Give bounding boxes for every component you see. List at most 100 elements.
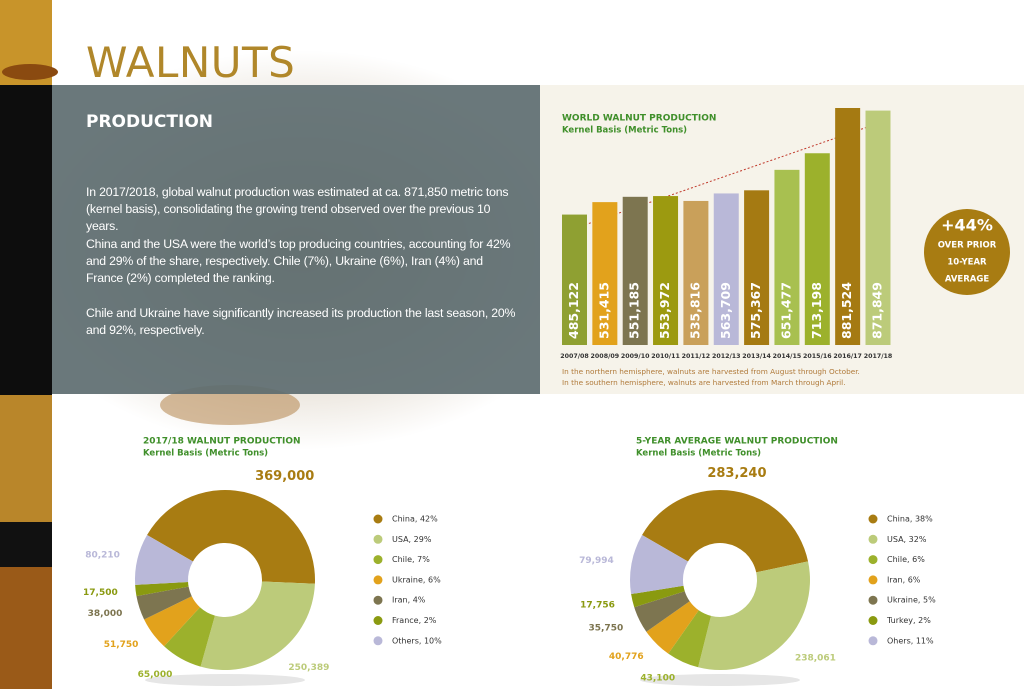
badge [924,209,1010,295]
bar [622,196,648,345]
slice-value-label: 51,750 [104,640,139,650]
side-strip [0,522,52,567]
slice [634,591,690,632]
bar [804,153,830,345]
bar-value-label: 553,972 [657,282,672,339]
page-title: WALNUTS [86,38,296,87]
slice-value-label: 17,756 [580,600,615,610]
legend-label: USA, 32% [887,535,927,544]
legend-swatch [868,534,878,544]
bar [592,202,618,345]
slice-value-label: 283,240 [707,466,766,481]
slice-value-label: 43,100 [640,674,675,684]
bar [774,169,800,345]
bar-value-label: 881,524 [839,282,854,339]
bar-value-label: 871,849 [870,282,885,339]
chart-subtitle: Kernel Basis (Metric Tons) [562,126,687,136]
side-strip [2,64,58,80]
bar [653,196,679,345]
legend-swatch [868,514,878,524]
legend-label: China, 38% [887,515,933,524]
legend-label: Chile, 7% [392,555,430,564]
legend-label: Ukraine, 5% [887,596,936,605]
slice-value-label: 238,061 [795,653,836,663]
slice [668,610,712,668]
legend-swatch [373,534,383,544]
shadow [640,674,800,686]
slice [136,586,192,620]
x-tick-label: 2014/15 [773,353,802,360]
bar-value-label: 551,185 [627,282,642,339]
slice [642,490,809,573]
chart-title: 5-YEAR AVERAGE WALNUT PRODUCTION [636,437,838,447]
legend-swatch [373,575,383,585]
x-tick-label: 2007/08 [560,353,589,360]
slice-value-label: 79,994 [579,556,614,566]
x-tick-label: 2011/12 [682,353,711,360]
side-strip [0,85,52,395]
x-tick-label: 2009/10 [621,353,650,360]
chart-title: 2017/18 WALNUT PRODUCTION [143,437,301,447]
bar-value-label: 485,122 [566,282,581,339]
slice [631,585,685,608]
legend-label: China, 42% [392,515,438,524]
bar-value-label: 531,415 [596,282,611,339]
legend-label: USA, 29% [392,535,432,544]
section-title: PRODUCTION [86,112,213,132]
bar-value-label: 563,709 [718,282,733,339]
text-panel [52,85,540,394]
legend-swatch [373,636,383,646]
badge-text: AVERAGE [945,275,989,285]
slice-value-label: 369,000 [255,469,314,484]
legend-swatch [373,616,383,625]
legend-label: Ohers, 11% [887,636,934,645]
x-tick-label: 2012/13 [712,353,741,360]
paragraph: Chile and Ukraine have significantly inc… [86,306,516,337]
legend-swatch [373,555,383,565]
bar [835,108,861,345]
slice [135,582,189,597]
x-tick-label: 2016/17 [833,353,862,360]
bar-value-label: 651,477 [778,282,793,339]
bar [865,110,891,345]
legend-swatch [373,595,383,605]
slice [147,490,315,584]
bar [683,200,709,345]
bar [562,214,587,345]
legend-swatch [868,555,878,565]
legend-label: Ukraine, 6% [392,575,441,584]
bar-value-label: 575,367 [748,282,763,339]
chart-title: WORLD WALNUT PRODUCTION [562,114,716,124]
badge-text: 10-YEAR [947,258,987,268]
slice [200,581,315,671]
x-tick-label: 2013/14 [742,353,771,360]
legend-label: France, 2% [392,616,437,625]
trend-line [569,121,883,231]
side-strip [0,567,52,689]
slice-value-label: 35,750 [588,623,623,633]
slice-value-label: 250,389 [288,663,329,673]
slice-value-label: 17,500 [83,588,118,598]
x-tick-label: 2008/09 [591,353,620,360]
slice-value-label: 65,000 [138,670,173,680]
chart-subtitle: Kernel Basis (Metric Tons) [143,449,268,459]
paragraph: In 2017/2018, global walnut production w… [86,185,509,233]
slice [144,596,200,647]
x-tick-label: 2017/18 [864,353,893,360]
badge-text: OVER PRIOR [938,241,997,251]
legend-swatch [868,575,878,585]
note: In the southern hemisphere, walnuts are … [562,378,846,387]
legend-swatch [868,636,878,646]
slice-value-label: 40,776 [609,652,644,662]
legend-label: Turkey, 2% [886,616,931,625]
note: In the northern hemisphere, walnuts are … [562,367,860,376]
chart-subtitle: Kernel Basis (Metric Tons) [636,449,761,459]
legend-swatch [373,514,383,524]
legend-label: Iran, 6% [887,575,921,584]
bar-value-label: 713,198 [809,282,824,339]
shadow [145,674,305,686]
slice-value-label: 38,000 [88,609,123,619]
legend-label: Chile, 6% [887,555,925,564]
